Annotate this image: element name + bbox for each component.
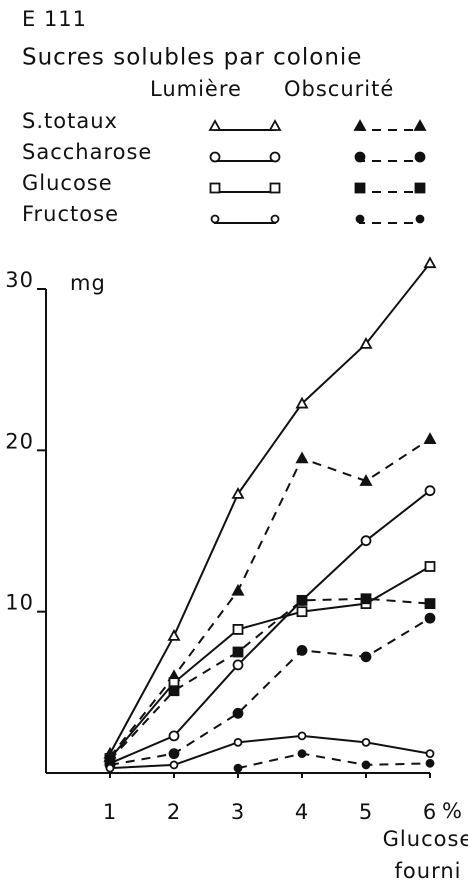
- marker: [233, 737, 243, 747]
- marker: [269, 182, 281, 194]
- legend-label: S.totaux: [22, 109, 118, 133]
- marker: [424, 561, 436, 572]
- marker: [414, 151, 426, 163]
- marker: [296, 594, 308, 606]
- marker: [414, 182, 426, 194]
- marker: [425, 758, 435, 768]
- marker: [168, 685, 180, 697]
- legend-line: [359, 126, 421, 131]
- legend-line: [214, 126, 276, 131]
- marker: [296, 644, 308, 656]
- series-line: [109, 438, 431, 758]
- y-tick-label: 30: [5, 268, 34, 292]
- x-axis-label: Glucose: [383, 827, 468, 851]
- marker: [232, 646, 244, 658]
- marker: [297, 731, 307, 741]
- marker: [361, 760, 371, 770]
- marker: [423, 256, 437, 269]
- legend-label: Fructose: [22, 202, 119, 226]
- legend-line: [359, 188, 421, 193]
- y-unit: mg: [70, 271, 106, 295]
- marker: [168, 730, 180, 742]
- series-line: [109, 262, 431, 755]
- marker: [424, 485, 436, 497]
- x-tick-label: 3: [231, 800, 245, 824]
- x-tick-label: 1: [103, 800, 117, 824]
- marker: [359, 474, 373, 486]
- marker: [232, 707, 244, 719]
- marker: [354, 182, 366, 194]
- marker: [269, 151, 281, 163]
- marker: [354, 151, 366, 163]
- marker: [270, 214, 280, 224]
- marker: [413, 119, 427, 131]
- x-tick-label: 2: [167, 800, 181, 824]
- series-line: [109, 597, 431, 761]
- figure-id: E 111: [22, 7, 87, 31]
- marker: [208, 119, 222, 131]
- marker: [423, 432, 437, 444]
- x-tick-label: 5: [359, 800, 373, 824]
- marker: [231, 487, 245, 499]
- marker: [360, 593, 372, 605]
- marker: [232, 624, 244, 635]
- marker: [295, 451, 309, 464]
- series-line: [237, 752, 431, 770]
- legend-label: Glucose: [22, 171, 113, 195]
- legend-line: [214, 219, 276, 224]
- legend-line: [214, 188, 276, 193]
- x-tick-label: 4: [295, 800, 309, 824]
- marker: [360, 651, 372, 663]
- marker: [231, 583, 245, 596]
- legend-line: [359, 157, 421, 162]
- marker: [297, 749, 307, 759]
- marker: [105, 763, 115, 773]
- legend-header: Lumière: [150, 77, 242, 101]
- marker: [361, 737, 371, 747]
- marker: [104, 754, 116, 766]
- series-line: [109, 565, 431, 760]
- x-unit: %: [442, 799, 463, 823]
- marker: [232, 659, 244, 671]
- series-line: [109, 734, 431, 770]
- legend-line: [359, 219, 421, 224]
- chart-title: Sucres solubles par colonie: [22, 45, 362, 71]
- marker: [295, 396, 309, 409]
- legend-label: Saccharose: [22, 140, 152, 164]
- marker: [268, 119, 282, 131]
- marker: [167, 629, 181, 641]
- marker: [233, 763, 243, 773]
- marker: [209, 182, 221, 194]
- y-tick-label: 10: [5, 591, 34, 615]
- series-line: [109, 617, 431, 766]
- x-tick-label: 6: [423, 800, 437, 824]
- marker: [209, 151, 221, 163]
- marker: [355, 214, 365, 224]
- marker: [424, 598, 436, 609]
- marker: [424, 612, 436, 624]
- x-axis-label: fourni: [395, 859, 462, 883]
- marker: [359, 337, 373, 349]
- legend-line: [214, 157, 276, 162]
- legend-header: Obscurité: [284, 77, 394, 101]
- marker: [353, 119, 367, 131]
- marker: [210, 214, 220, 224]
- marker: [296, 606, 308, 618]
- marker: [168, 748, 180, 760]
- y-tick-label: 20: [5, 429, 34, 453]
- marker: [425, 749, 435, 759]
- marker: [169, 760, 179, 770]
- marker: [360, 535, 372, 547]
- marker: [415, 214, 425, 224]
- series-line: [109, 489, 431, 765]
